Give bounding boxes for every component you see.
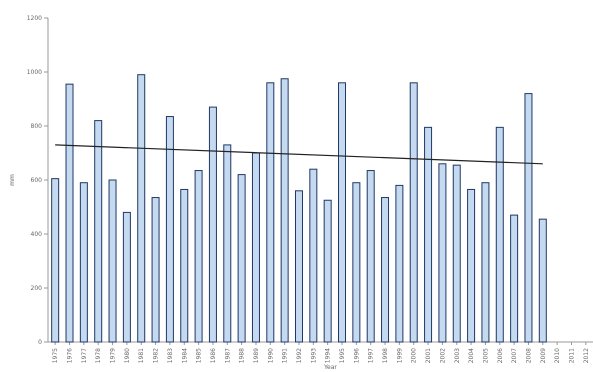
bar: [281, 79, 288, 342]
x-tick-label: 1975: [52, 348, 59, 363]
x-tick-label: 1983: [167, 348, 174, 363]
y-tick-label: 200: [31, 285, 43, 292]
x-tick-label: 2000: [411, 348, 418, 363]
bar: [539, 219, 546, 342]
x-axis: 1975 1976 1977 1978 1979 1980 1981 1982 1983 1984…: [48, 342, 593, 363]
bar: [224, 145, 231, 342]
y-tick-label: 800: [31, 123, 43, 130]
bar: [511, 215, 518, 342]
x-tick-label: 1986: [210, 348, 217, 363]
x-tick-label: 1999: [396, 348, 403, 363]
x-tick-label: 2010: [554, 348, 561, 363]
bar: [166, 117, 173, 342]
bar: [382, 198, 389, 342]
y-tick-label: 1200: [27, 15, 42, 22]
x-tick-label: 2003: [454, 348, 461, 363]
bar: [353, 183, 360, 342]
bar: [324, 200, 331, 342]
x-tick-label: 1998: [382, 348, 389, 363]
x-tick-label: 1976: [67, 348, 74, 363]
bar: [410, 83, 417, 342]
x-tick-label: 2012: [583, 348, 590, 363]
x-tick-label: 1978: [95, 348, 102, 363]
x-tick-label: 1990: [267, 348, 274, 363]
y-tick-label: 0: [38, 339, 42, 346]
bar: [95, 121, 102, 342]
x-tick-label: 1982: [153, 348, 160, 363]
bar: [181, 189, 188, 342]
x-tick-label: 1992: [296, 348, 303, 363]
bars: [52, 75, 547, 342]
x-tick-label: 2008: [525, 348, 532, 363]
bar: [209, 107, 216, 342]
bar: [339, 83, 346, 342]
x-tick-label: 1979: [110, 348, 117, 363]
bar: [195, 171, 202, 342]
bar: [453, 165, 460, 342]
bar: [468, 189, 475, 342]
x-axis-title: Year: [323, 364, 337, 371]
bar: [123, 212, 130, 342]
bar: [482, 183, 489, 342]
x-tick-label: 1980: [124, 348, 131, 363]
x-tick-label: 1995: [339, 348, 346, 363]
bar: [80, 183, 87, 342]
x-tick-label: 1988: [239, 348, 246, 363]
x-tick-label: 2006: [497, 348, 504, 363]
x-tick-label: 1993: [310, 348, 317, 363]
y-tick-label: 1000: [27, 69, 42, 76]
bar: [52, 179, 59, 342]
x-tick-label: 1994: [325, 348, 332, 363]
y-axis-title: mm: [9, 174, 16, 186]
x-tick-label: 2002: [439, 348, 446, 363]
bar: [367, 171, 374, 342]
bar: [66, 84, 73, 342]
x-tick-label: 2001: [425, 348, 432, 363]
bar: [238, 175, 245, 342]
x-tick-label: 1981: [138, 348, 145, 363]
x-tick-label: 2009: [540, 348, 547, 363]
x-tick-label: 1989: [253, 348, 260, 363]
bar: [109, 180, 116, 342]
bar: [252, 153, 259, 342]
x-tick-label: 1997: [368, 348, 375, 363]
bar: [439, 164, 446, 342]
bar: [138, 75, 145, 342]
x-tick-label: 2007: [511, 348, 518, 363]
bar: [496, 127, 503, 342]
y-tick-label: 600: [31, 177, 43, 184]
trendline: [55, 145, 543, 164]
x-tick-label: 1977: [81, 348, 88, 363]
x-tick-label: 1991: [282, 348, 289, 363]
x-tick-label: 2004: [468, 348, 475, 363]
y-tick-label: 400: [31, 231, 43, 238]
bar: [295, 191, 302, 342]
x-tick-label: 1996: [353, 348, 360, 363]
x-tick-label: 2011: [568, 348, 575, 363]
x-tick-label: 1985: [196, 348, 203, 363]
x-tick-label: 2005: [482, 348, 489, 363]
y-axis: 0 200 400 600 800 1000 1200: [27, 15, 48, 346]
bar: [267, 83, 274, 342]
x-tick-label: 1987: [224, 348, 231, 363]
bar: [152, 198, 159, 342]
bar: [525, 94, 532, 342]
bar: [396, 185, 403, 342]
bar: [310, 169, 317, 342]
x-tick-label: 1984: [181, 348, 188, 363]
